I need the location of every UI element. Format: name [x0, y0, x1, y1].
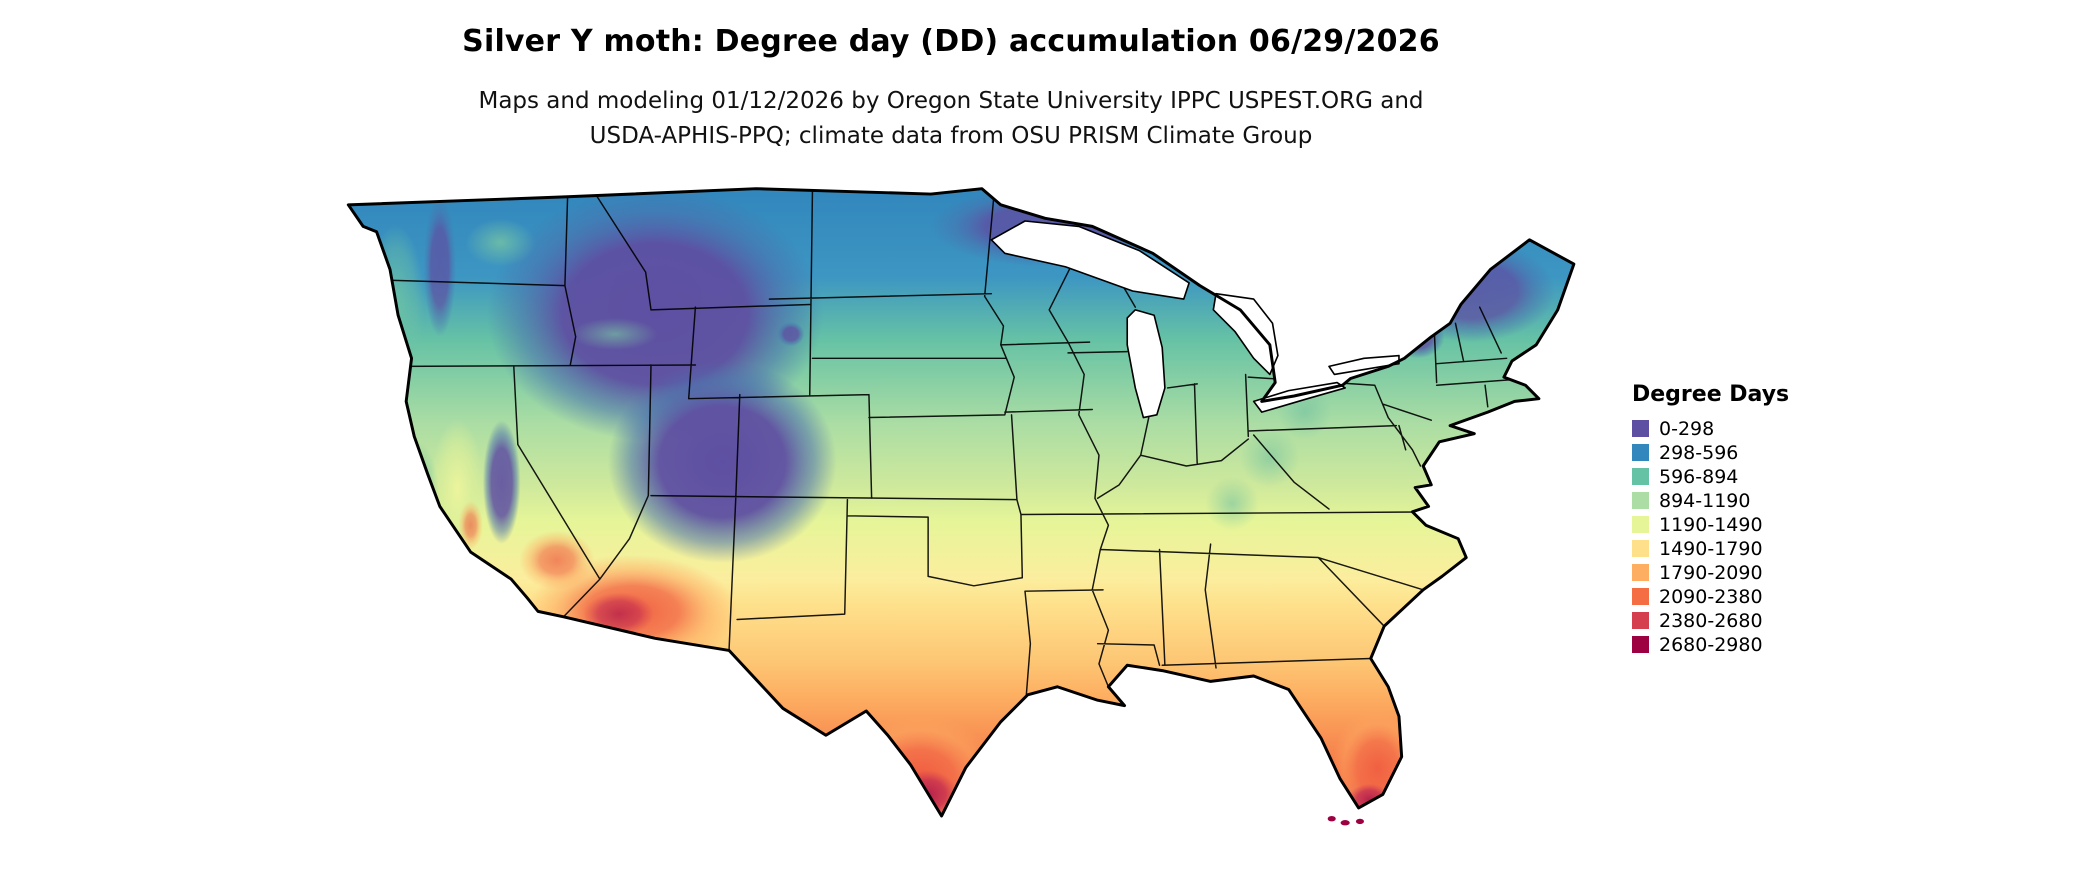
legend-row: 1790-2090 — [1632, 561, 1789, 584]
great-lakes — [990, 220, 1400, 419]
legend-label: 1190-1490 — [1659, 513, 1763, 536]
legend: Degree Days 0-298 298-596 596-894 894-11… — [1632, 382, 1789, 660]
lake-michigan — [1126, 309, 1166, 419]
lake-superior — [990, 220, 1190, 300]
subtitle-line-2: USDA-APHIS-PPQ; climate data from OSU PR… — [589, 122, 1313, 149]
legend-row: 2680-2980 — [1632, 633, 1789, 656]
florida-keys — [1327, 816, 1364, 826]
legend-label: 2090-2380 — [1659, 585, 1763, 608]
legend-row: 2380-2680 — [1632, 609, 1789, 632]
us-degree-day-map — [312, 186, 1590, 886]
legend-row: 1490-1790 — [1632, 537, 1789, 560]
us-outline — [346, 187, 1576, 818]
legend-row: 894-1190 — [1632, 489, 1789, 512]
lake-huron — [1212, 292, 1279, 376]
legend-title: Degree Days — [1632, 382, 1790, 407]
legend-swatch — [1632, 516, 1649, 533]
legend-swatch — [1632, 468, 1649, 485]
legend-swatch — [1632, 612, 1649, 629]
state-borders — [389, 190, 1511, 696]
map-fill — [348, 188, 1574, 816]
legend-swatch — [1632, 444, 1649, 461]
legend-label: 2380-2680 — [1659, 609, 1763, 632]
lake-ontario — [1328, 354, 1400, 376]
map-title: Silver Y moth: Degree day (DD) accumulat… — [462, 24, 1440, 59]
legend-swatch — [1632, 636, 1649, 653]
us-map-svg — [346, 187, 1576, 826]
legend-row: 1190-1490 — [1632, 513, 1789, 536]
legend-label: 0-298 — [1659, 417, 1715, 440]
map-subtitle: Maps and modeling 01/12/2026 by Oregon S… — [0, 84, 1902, 153]
legend-swatch — [1632, 588, 1649, 605]
legend-row: 0-298 — [1632, 417, 1789, 440]
legend-swatch — [1632, 564, 1649, 581]
legend-label: 2680-2980 — [1659, 633, 1763, 656]
subtitle-line-1: Maps and modeling 01/12/2026 by Oregon S… — [478, 88, 1424, 114]
legend-label: 1490-1790 — [1659, 537, 1763, 560]
legend-row: 298-596 — [1632, 441, 1789, 464]
legend-swatch — [1632, 492, 1649, 509]
legend-swatch — [1632, 420, 1649, 437]
legend-label: 894-1190 — [1659, 489, 1751, 512]
legend-label: 596-894 — [1659, 465, 1739, 488]
legend-swatch — [1632, 540, 1649, 557]
legend-row: 596-894 — [1632, 465, 1789, 488]
legend-label: 298-596 — [1659, 441, 1739, 464]
legend-row: 2090-2380 — [1632, 585, 1789, 608]
legend-label: 1790-2090 — [1659, 561, 1763, 584]
